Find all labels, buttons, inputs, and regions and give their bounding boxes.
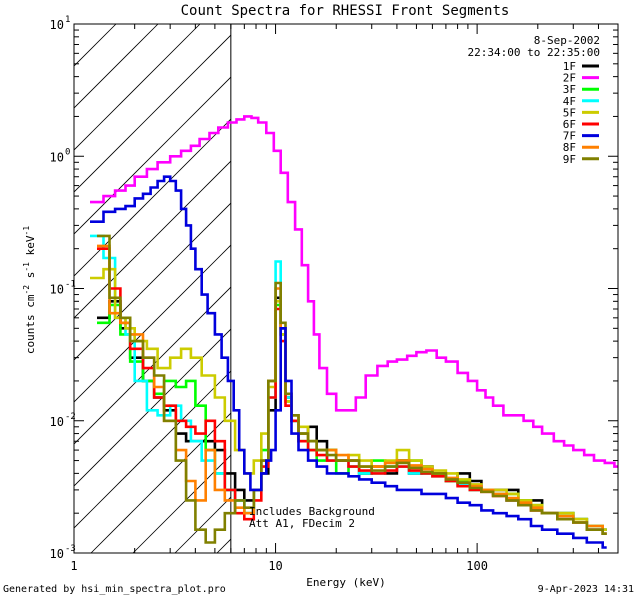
series-line-7F xyxy=(90,175,607,549)
series-line-6F xyxy=(97,247,607,535)
hatch-line xyxy=(74,286,231,445)
y-tick-exponent: -3 xyxy=(65,544,76,554)
legend-label-8F: 8F xyxy=(563,141,576,154)
y-tick-exponent: -2 xyxy=(65,412,76,422)
series-line-1F xyxy=(97,296,607,531)
legend-label-9F: 9F xyxy=(563,153,576,166)
series-line-3F xyxy=(97,303,607,531)
y-tick-exponent: 1 xyxy=(65,15,70,25)
date-label: 8-Sep-2002 xyxy=(534,34,600,47)
x-tick-label: 1 xyxy=(70,559,77,573)
y-tick-label: 10 xyxy=(50,150,64,164)
y-axis-label: counts cm-2 s-1 keV-1 xyxy=(22,226,37,354)
y-tick-label: 10 xyxy=(50,283,64,297)
y-tick-exponent: -1 xyxy=(65,280,76,290)
legend-label-3F: 3F xyxy=(563,83,576,96)
hatch-line xyxy=(132,454,231,553)
footer-timestamp: 9-Apr-2023 14:31 xyxy=(537,584,634,595)
hatch-line xyxy=(74,24,201,151)
time-range-label: 22:34:00 to 22:35:00 xyxy=(468,46,600,59)
legend-label-7F: 7F xyxy=(563,130,576,143)
hatch-line xyxy=(74,34,231,193)
legend-label-1F: 1F xyxy=(563,60,576,73)
series-line-2F xyxy=(90,115,618,468)
annotation-attenuator: Att A1, FDecim 2 xyxy=(249,517,355,530)
x-axis-label: Energy (keV) xyxy=(306,576,385,589)
series-line-4F xyxy=(90,234,607,535)
footer-generator: Generated by hsi_min_spectra_plot.pro xyxy=(3,584,226,595)
hatch-line xyxy=(74,76,231,235)
y-tick-label: 10 xyxy=(50,18,64,32)
x-tick-label: 100 xyxy=(466,559,488,573)
hatched-region xyxy=(74,24,231,553)
hatch-line xyxy=(74,370,231,529)
hatch-line xyxy=(74,202,231,361)
annotation-background: Includes Background xyxy=(249,505,375,518)
series-line-9F xyxy=(97,234,607,544)
series-lines xyxy=(90,115,618,549)
hatch-line xyxy=(90,412,231,553)
legend-label-4F: 4F xyxy=(563,95,576,108)
legend-label-5F: 5F xyxy=(563,106,576,119)
x-tick-label: 10 xyxy=(268,559,282,573)
y-tick-label: 10 xyxy=(50,547,64,561)
y-tick-exponent: 0 xyxy=(65,147,70,157)
y-tick-label: 10 xyxy=(50,415,64,429)
hatch-line xyxy=(74,160,231,319)
hatch-line xyxy=(74,244,231,403)
legend-label-6F: 6F xyxy=(563,118,576,131)
legend-label-2F: 2F xyxy=(563,72,576,85)
x-axis: 1 10 100 xyxy=(70,24,619,573)
series-line-8F xyxy=(97,244,607,535)
chart-title: Count Spectra for RHESSI Front Segments xyxy=(181,3,510,19)
hatch-line xyxy=(74,328,231,487)
